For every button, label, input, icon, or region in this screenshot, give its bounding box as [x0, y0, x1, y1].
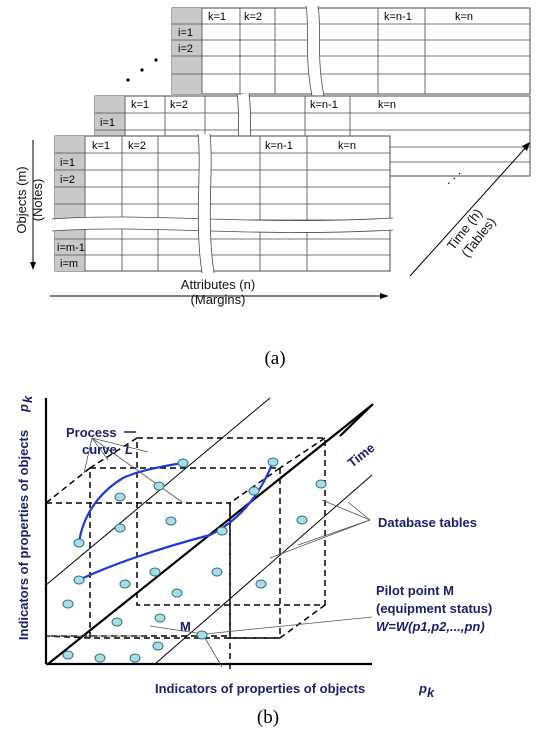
data-point: [119, 579, 131, 589]
mid-row-i1: i=1: [100, 117, 115, 129]
data-point: [255, 579, 267, 589]
front-row-im1: i=m-1: [57, 242, 85, 254]
pilot-formula: W=W(p1,p2,...,pn): [376, 619, 485, 634]
data-point: [111, 617, 123, 627]
mid-header-k1: k=1: [131, 99, 149, 111]
back-header-kn1: k=n-1: [384, 11, 412, 23]
objects-axis-arrow: [30, 262, 36, 270]
back-header-k2: k=2: [244, 11, 262, 23]
attributes-label: Attributes (n): [181, 277, 255, 292]
data-point: [296, 515, 308, 525]
data-points: [62, 457, 327, 663]
front-header-k1: k=1: [92, 140, 110, 152]
front-row-i1: i=1: [60, 157, 75, 169]
data-point: [94, 653, 106, 663]
attributes-sublabel: (Margins): [191, 292, 246, 307]
front-header-k2: k=2: [128, 140, 146, 152]
data-point: [129, 653, 141, 663]
data-point: [153, 481, 165, 491]
database-tables-label: Database tables: [378, 515, 477, 530]
database-tables-box: [45, 437, 326, 672]
process-curve-label-2: curve: [82, 442, 117, 457]
annotation-connectors: [46, 437, 373, 668]
back-header-kn: k=n: [455, 11, 473, 23]
data-point: [315, 479, 327, 489]
pilot-point-m: [196, 630, 208, 640]
back-row-i1: i=1: [178, 27, 193, 39]
data-point: [165, 516, 177, 526]
data-point: [152, 641, 164, 651]
pilot-point-label-2: (equipment status): [376, 601, 492, 616]
process-curve-upper: [77, 461, 184, 544]
data-point: [177, 458, 189, 468]
mid-header-kn1: k=n-1: [310, 99, 338, 111]
process-curve-symbol: L: [125, 442, 133, 457]
depth-ellipsis-dots: [126, 58, 158, 82]
data-point: [114, 523, 126, 533]
time-label-b: Time: [345, 440, 378, 470]
front-row-im: i=m: [60, 258, 78, 270]
data-point: [171, 588, 183, 598]
svg-text:k: k: [20, 395, 35, 403]
attributes-axis-arrow: [380, 293, 389, 299]
data-point: [114, 492, 126, 502]
x-axis-symbol-sub: k: [427, 685, 435, 700]
pilot-point-label-1: Pilot point M: [376, 583, 454, 598]
svg-text:p: p: [16, 404, 31, 413]
table-back: k=1 k=2 k=n-1 k=n i=1 i=2: [171, 5, 531, 98]
y-axis-symbol: p k: [16, 395, 35, 413]
x-axis-label: Indicators of properties of objects: [155, 681, 365, 696]
table-front: k=1 k=2 k=n-1 k=n i=1 i=2 i=m-1 i=m: [51, 133, 394, 274]
data-point: [216, 526, 228, 536]
data-point: [62, 599, 74, 609]
process-curve-label-1: Process: [66, 425, 117, 440]
caption-a: (a): [264, 348, 285, 369]
time-axis-arrow: [522, 142, 530, 151]
objects-sublabel: (Notes): [30, 179, 45, 222]
time-arrow-shaft: [339, 403, 374, 437]
front-row-i2: i=2: [60, 174, 75, 186]
data-point: [211, 567, 223, 577]
data-point: [73, 538, 85, 548]
data-point: [73, 575, 85, 585]
back-row-i2: i=2: [178, 43, 193, 55]
caption-b: (b): [257, 707, 279, 728]
front-header-kn1: k=n-1: [265, 140, 293, 152]
x-axis-symbol: p: [418, 681, 427, 696]
objects-label: Objects (m): [14, 166, 29, 233]
data-point: [62, 650, 74, 660]
figure-b: Process curve L Time Database tables Pil…: [16, 395, 492, 728]
point-m-label: M: [180, 619, 191, 634]
data-point: [267, 457, 279, 467]
back-header-k1: k=1: [208, 11, 226, 23]
mid-header-k2: k=2: [170, 99, 188, 111]
figure-a: k=1 k=2 k=n-1 k=n i=1 i=2 k=1 k=2 k=n-: [14, 5, 531, 369]
svg-text:Indicators of properties of ob: Indicators of properties of objects: [16, 430, 31, 640]
time-axis-line: [409, 144, 529, 277]
y-axis-label: Indicators of properties of objects: [16, 430, 31, 640]
data-point: [154, 613, 166, 623]
mid-header-kn: k=n: [378, 99, 396, 111]
data-point: [248, 486, 260, 496]
front-header-kn: k=n: [338, 140, 356, 152]
data-point: [149, 567, 161, 577]
time-line-upper: [45, 397, 271, 586]
